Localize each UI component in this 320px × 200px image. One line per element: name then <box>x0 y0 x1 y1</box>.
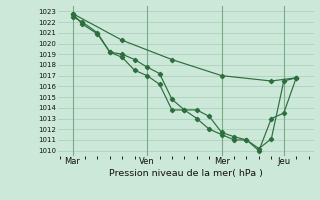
X-axis label: Pression niveau de la mer( hPa ): Pression niveau de la mer( hPa ) <box>109 169 262 178</box>
